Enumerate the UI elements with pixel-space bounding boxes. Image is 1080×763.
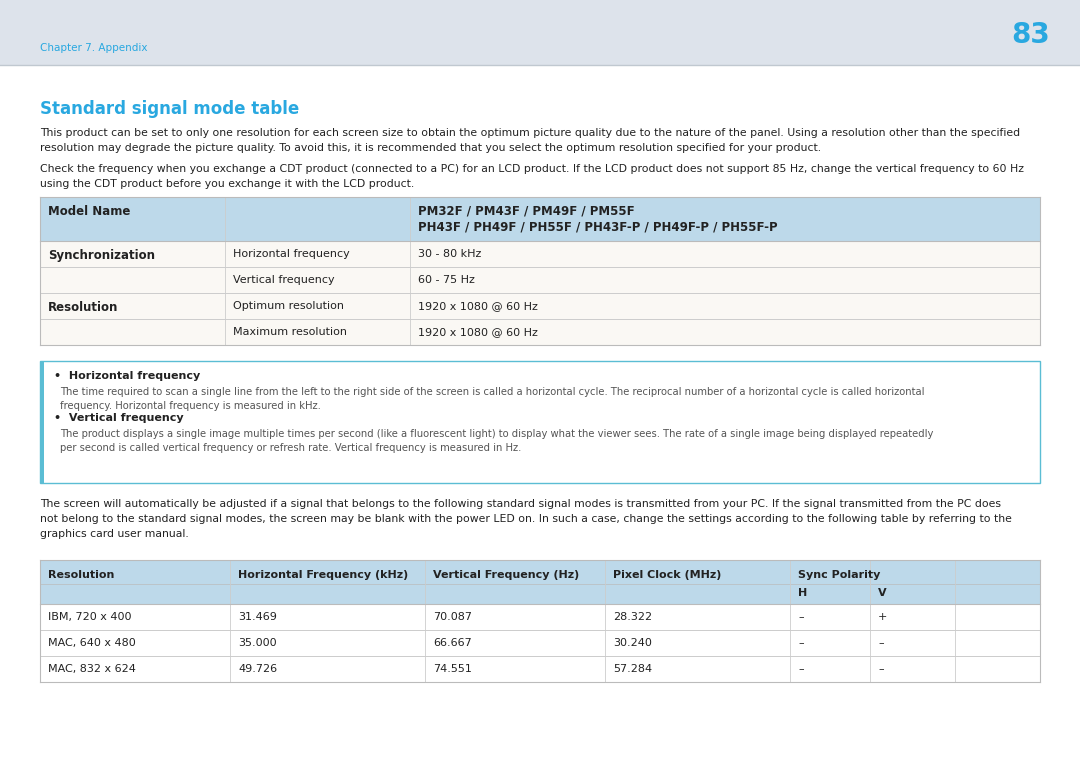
Text: Resolution: Resolution <box>48 301 119 314</box>
Text: using the CDT product before you exchange it with the LCD product.: using the CDT product before you exchang… <box>40 179 415 189</box>
Text: 31.469: 31.469 <box>238 612 276 622</box>
Text: frequency. Horizontal frequency is measured in kHz.: frequency. Horizontal frequency is measu… <box>60 401 321 411</box>
Text: Resolution: Resolution <box>48 570 114 580</box>
Text: 28.322: 28.322 <box>613 612 652 622</box>
Text: PH43F / PH49F / PH55F / PH43F-P / PH49F-P / PH55F-P: PH43F / PH49F / PH55F / PH43F-P / PH49F-… <box>418 221 778 234</box>
Text: PM32F / PM43F / PM49F / PM55F: PM32F / PM43F / PM49F / PM55F <box>418 205 635 218</box>
Text: graphics card user manual.: graphics card user manual. <box>40 529 189 539</box>
Text: Horizontal Frequency (kHz): Horizontal Frequency (kHz) <box>238 570 408 580</box>
FancyBboxPatch shape <box>40 604 1040 630</box>
Text: 1920 x 1080 @ 60 Hz: 1920 x 1080 @ 60 Hz <box>418 301 538 311</box>
Text: not belong to the standard signal modes, the screen may be blank with the power : not belong to the standard signal modes,… <box>40 514 1012 524</box>
Text: 49.726: 49.726 <box>238 664 278 674</box>
FancyBboxPatch shape <box>40 361 44 483</box>
Text: –: – <box>798 664 804 674</box>
Text: MAC, 832 x 624: MAC, 832 x 624 <box>48 664 136 674</box>
Text: 70.087: 70.087 <box>433 612 472 622</box>
Text: The time required to scan a single line from the left to the right side of the s: The time required to scan a single line … <box>60 387 924 397</box>
Text: –: – <box>878 664 883 674</box>
FancyBboxPatch shape <box>40 197 1040 241</box>
Text: Vertical frequency: Vertical frequency <box>233 275 335 285</box>
Text: IBM, 720 x 400: IBM, 720 x 400 <box>48 612 132 622</box>
Text: resolution may degrade the picture quality. To avoid this, it is recommended tha: resolution may degrade the picture quali… <box>40 143 821 153</box>
Text: H: H <box>798 588 807 598</box>
Text: Pixel Clock (MHz): Pixel Clock (MHz) <box>613 570 721 580</box>
Text: Vertical Frequency (Hz): Vertical Frequency (Hz) <box>433 570 579 580</box>
Text: 1920 x 1080 @ 60 Hz: 1920 x 1080 @ 60 Hz <box>418 327 538 337</box>
Text: 35.000: 35.000 <box>238 638 276 648</box>
Text: Model Name: Model Name <box>48 205 131 218</box>
Text: The screen will automatically be adjusted if a signal that belongs to the follow: The screen will automatically be adjuste… <box>40 499 1001 509</box>
FancyBboxPatch shape <box>40 361 1040 483</box>
Text: Maximum resolution: Maximum resolution <box>233 327 347 337</box>
FancyBboxPatch shape <box>0 65 1080 763</box>
Text: 66.667: 66.667 <box>433 638 472 648</box>
Text: 74.551: 74.551 <box>433 664 472 674</box>
Text: •  Vertical frequency: • Vertical frequency <box>54 413 184 423</box>
Text: Optimum resolution: Optimum resolution <box>233 301 345 311</box>
Text: The product displays a single image multiple times per second (like a fluorescen: The product displays a single image mult… <box>60 429 933 439</box>
Text: MAC, 640 x 480: MAC, 640 x 480 <box>48 638 136 648</box>
FancyBboxPatch shape <box>40 241 1040 267</box>
Text: This product can be set to only one resolution for each screen size to obtain th: This product can be set to only one reso… <box>40 128 1021 138</box>
Text: –: – <box>798 638 804 648</box>
Text: Sync Polarity: Sync Polarity <box>798 570 880 580</box>
Text: 57.284: 57.284 <box>613 664 652 674</box>
Text: –: – <box>878 638 883 648</box>
FancyBboxPatch shape <box>40 293 1040 319</box>
Text: •  Horizontal frequency: • Horizontal frequency <box>54 371 200 381</box>
FancyBboxPatch shape <box>40 319 1040 345</box>
Text: +: + <box>878 612 888 622</box>
FancyBboxPatch shape <box>40 560 1040 604</box>
Text: –: – <box>798 612 804 622</box>
FancyBboxPatch shape <box>40 267 1040 293</box>
Text: Horizontal frequency: Horizontal frequency <box>233 249 350 259</box>
Text: Check the frequency when you exchange a CDT product (connected to a PC) for an L: Check the frequency when you exchange a … <box>40 164 1024 174</box>
FancyBboxPatch shape <box>0 0 1080 65</box>
Text: Standard signal mode table: Standard signal mode table <box>40 100 299 118</box>
Text: 30.240: 30.240 <box>613 638 652 648</box>
Text: 60 - 75 Hz: 60 - 75 Hz <box>418 275 475 285</box>
Text: V: V <box>878 588 887 598</box>
FancyBboxPatch shape <box>40 656 1040 682</box>
Text: Chapter 7. Appendix: Chapter 7. Appendix <box>40 43 148 53</box>
Text: per second is called vertical frequency or refresh rate. Vertical frequency is m: per second is called vertical frequency … <box>60 443 522 453</box>
Text: 30 - 80 kHz: 30 - 80 kHz <box>418 249 482 259</box>
Text: Synchronization: Synchronization <box>48 249 156 262</box>
Text: 83: 83 <box>1011 21 1050 49</box>
FancyBboxPatch shape <box>40 630 1040 656</box>
